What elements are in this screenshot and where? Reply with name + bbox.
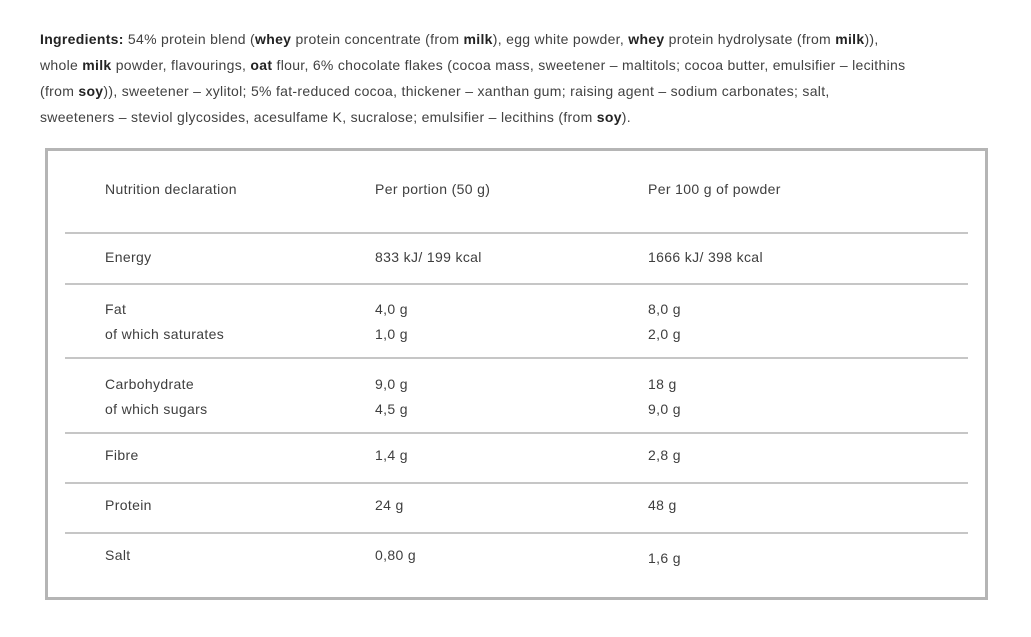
table-row-fibre: Fibre 1,4 g 2,8 g [65,434,968,482]
row-per-100g-value: 1,6 g [648,550,681,566]
ingredient-segment: whey [628,31,665,47]
row-sub-label: of which sugars [105,401,208,417]
table-row-fat: Fat of which saturates 4,0 g 1,0 g 8,0 g… [65,285,968,357]
ingredient-segment: milk [463,31,493,47]
row-per-portion-value: 833 kJ/ 199 kcal [375,249,482,265]
ingredient-segment: ). [621,109,631,125]
row-per-portion-value: 0,80 g [375,547,417,563]
table-row-salt: Salt 0,80 g 1,6 g [65,534,968,595]
row-label: Carbohydrate [105,376,195,392]
row-per-100g-value: 2,8 g [648,447,681,463]
row-divider [65,357,968,359]
row-divider [65,432,968,434]
row-per-portion-value: 1,4 g [375,447,408,463]
ingredient-segment: oat [250,57,273,73]
row-sub-per-100g-value: 2,0 g [648,326,681,342]
table-row-protein: Protein 24 g 48 g [65,484,968,532]
ingredient-segment: ), egg white powder, [492,31,629,47]
ingredient-segment: 54% protein blend ( [123,31,256,47]
row-per-portion-value: 24 g [375,497,404,513]
table-header-row: Nutrition declaration Per portion (50 g)… [65,151,968,232]
ingredient-segment: powder, flavourings, [111,57,251,73]
row-divider [65,532,968,534]
row-label: Salt [105,547,131,563]
header-per-100g: Per 100 g of powder [648,181,781,197]
row-divider [65,283,968,285]
ingredient-segment: milk [82,57,112,73]
ingredient-segment: soy [596,109,622,125]
ingredient-segment: whole [40,57,83,73]
row-sub-per-100g-value: 9,0 g [648,401,681,417]
ingredient-segment: whey [255,31,292,47]
ingredient-segment: sweeteners – steviol glycosides, acesulf… [40,109,597,125]
ingredient-segment: Ingredients: [40,31,124,47]
header-nutrition-declaration: Nutrition declaration [105,181,237,197]
row-divider [65,232,968,234]
row-divider [65,482,968,484]
row-per-100g-value: 18 g [648,376,677,392]
table-row-energy: Energy 833 kJ/ 199 kcal 1666 kJ/ 398 kca… [65,234,968,283]
row-label: Protein [105,497,152,513]
ingredient-segment: soy [78,83,104,99]
ingredients-paragraph: Ingredients: 54% protein blend (whey pro… [40,26,1025,130]
row-per-100g-value: 1666 kJ/ 398 kcal [648,249,763,265]
ingredient-segment: flour, 6% chocolate flakes (cocoa mass, … [272,57,906,73]
row-sub-per-portion-value: 4,5 g [375,401,408,417]
row-label: Energy [105,249,152,265]
row-per-100g-value: 8,0 g [648,301,681,317]
ingredient-segment: (from [40,83,79,99]
row-sub-per-portion-value: 1,0 g [375,326,408,342]
ingredient-segment: protein concentrate (from [291,31,464,47]
table-row-carbohydrate: Carbohydrate of which sugars 9,0 g 4,5 g… [65,359,968,432]
ingredient-segment: protein hydrolysate (from [664,31,836,47]
ingredient-segment: )), [864,31,879,47]
ingredient-segment: )), sweetener – xylitol; 5% fat-reduced … [103,83,830,99]
nutrition-table: Nutrition declaration Per portion (50 g)… [45,148,988,600]
row-per-portion-value: 4,0 g [375,301,408,317]
row-label: Fibre [105,447,139,463]
row-label: Fat [105,301,127,317]
row-per-100g-value: 48 g [648,497,677,513]
row-sub-label: of which saturates [105,326,225,342]
row-per-portion-value: 9,0 g [375,376,408,392]
header-per-portion: Per portion (50 g) [375,181,491,197]
ingredient-segment: milk [835,31,865,47]
